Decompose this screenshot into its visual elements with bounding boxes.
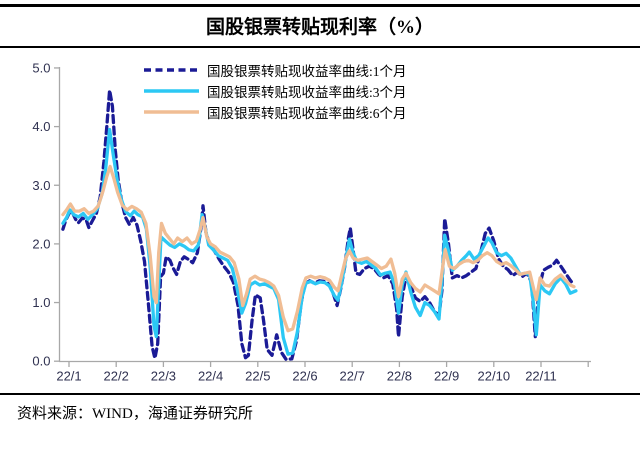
legend-item-6m: 国股银票转贴现收益率曲线:6个月 — [143, 101, 407, 122]
x-tick-label: 22/6 — [292, 369, 317, 384]
x-tick-label: 22/2 — [104, 369, 129, 384]
legend-line-3m-icon — [144, 88, 199, 93]
y-tick-label: 3.0 — [32, 178, 50, 193]
legend-item-3m: 国股银票转贴现收益率曲线:3个月 — [143, 80, 407, 101]
y-tick-label: 5.0 — [32, 60, 50, 75]
title-rule-top — [0, 4, 640, 7]
legend-label-6m: 国股银票转贴现收益率曲线:6个月 — [207, 105, 407, 121]
y-tick-label: 4.0 — [32, 119, 50, 134]
x-tick-label: 22/8 — [387, 369, 412, 384]
page-title: 国股银票转贴现利率（%） — [205, 17, 434, 38]
legend-label-1m: 国股银票转贴现收益率曲线:1个月 — [207, 63, 407, 79]
legend-item-1m: 国股银票转贴现收益率曲线:1个月 — [143, 59, 407, 80]
y-tick-label: 2.0 — [32, 236, 50, 251]
y-tick-label: 1.0 — [32, 295, 50, 310]
x-tick-label: 22/7 — [340, 369, 365, 384]
x-tick-label: 22/10 — [478, 369, 511, 384]
x-tick-label: 22/3 — [151, 369, 176, 384]
x-tick-label: 22/5 — [245, 369, 270, 384]
legend-label-3m: 国股银票转贴现收益率曲线:3个月 — [207, 84, 407, 100]
legend-line-1m-icon — [144, 67, 199, 72]
x-tick-label: 22/1 — [56, 369, 81, 384]
x-tick-label: 22/9 — [434, 369, 459, 384]
series-1m-line — [61, 88, 576, 362]
source-note: 资料来源：WIND，海通证券研究所 — [17, 406, 253, 422]
title-rule-bottom — [0, 46, 640, 48]
footer-rule — [0, 393, 640, 395]
chart-legend: 国股银票转贴现收益率曲线:1个月 国股银票转贴现收益率曲线:3个月 国股银票转贴… — [143, 59, 407, 122]
x-tick-label: 22/4 — [198, 369, 223, 384]
y-tick-label: 0.0 — [32, 354, 50, 369]
legend-line-6m-icon — [144, 109, 199, 114]
series-6m-line — [61, 164, 576, 333]
x-tick-label: 22/11 — [525, 369, 557, 384]
